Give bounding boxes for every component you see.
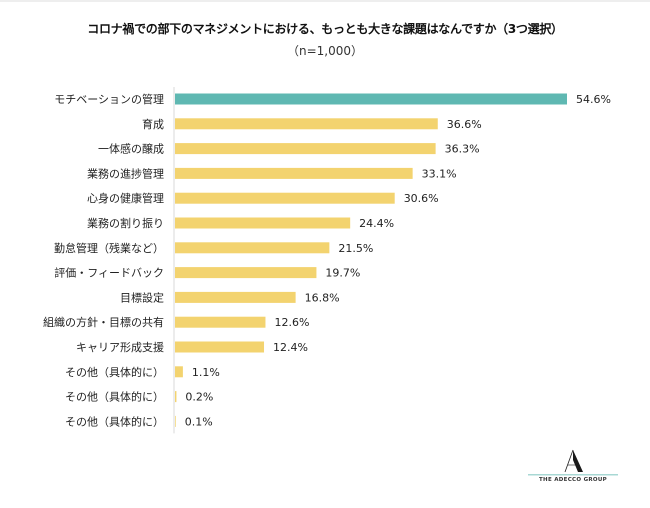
adecco-logo [528, 449, 618, 476]
category-label: 勤怠管理（残業など） [54, 241, 164, 255]
bar [175, 242, 330, 254]
category-label: 心身の健康管理 [87, 191, 164, 205]
data-label: 30.6% [404, 192, 439, 205]
bar [175, 291, 296, 303]
data-label: 12.4% [273, 341, 308, 354]
data-label: 0.1% [185, 415, 213, 428]
chart-title: コロナ禍での部下のマネジメントにおける、もっとも大きな課題はなんですか（3つ選択… [87, 22, 563, 36]
data-label: 1.1% [192, 366, 220, 379]
logo-a-mark-icon [564, 449, 583, 473]
bar [175, 391, 177, 403]
data-label: 36.6% [447, 118, 482, 131]
data-label: 0.2% [185, 391, 213, 404]
category-label: その他（具体的に） [65, 365, 164, 379]
bar [175, 316, 266, 328]
category-label: モチベーションの管理 [54, 92, 164, 106]
category-label: 業務の進捗管理 [87, 166, 164, 180]
top-border [0, 0, 650, 2]
data-label: 54.6% [576, 93, 611, 106]
logo-text: THE ADECCO GROUP [539, 477, 607, 483]
category-label: その他（具体的に） [65, 414, 164, 428]
data-label: 24.4% [359, 217, 394, 230]
data-label: 21.5% [338, 242, 373, 255]
bar [175, 366, 183, 378]
bar [175, 267, 317, 279]
category-label: 組織の方針・目標の共有 [43, 315, 164, 329]
category-label: 業務の割り振り [87, 216, 164, 230]
bar [175, 192, 395, 204]
data-label: 36.3% [445, 143, 480, 156]
category-label: 一体感の醸成 [98, 142, 164, 156]
bar [175, 217, 351, 229]
bar [175, 415, 176, 427]
bar [175, 167, 413, 179]
bar-highlight [175, 93, 567, 105]
bar [175, 118, 438, 130]
data-label: 12.6% [274, 316, 309, 329]
category-label: キャリア形成支援 [76, 340, 164, 354]
data-label: 33.1% [422, 167, 457, 180]
category-label: 目標設定 [120, 290, 164, 304]
data-label: 16.8% [305, 291, 340, 304]
category-label: その他（具体的に） [65, 390, 164, 404]
bar [175, 341, 265, 353]
chart-subtitle: （n=1,000） [286, 44, 363, 58]
logo-accent-line [528, 474, 618, 476]
category-label: 評価・フィードバック [54, 266, 164, 280]
category-label: 育成 [142, 117, 164, 131]
bar [175, 143, 436, 155]
data-label: 19.7% [325, 267, 360, 280]
